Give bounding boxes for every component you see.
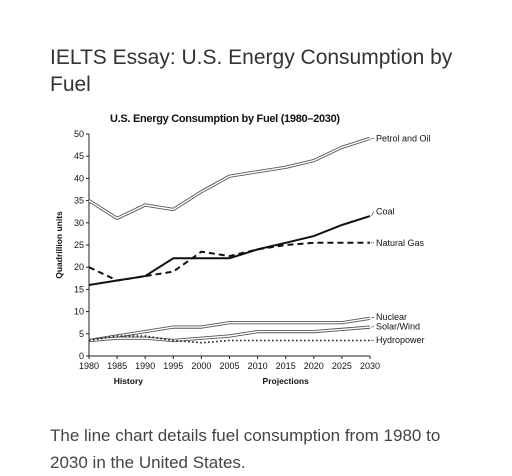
series-label: Natural Gas xyxy=(376,238,425,248)
y-tick-label: 25 xyxy=(74,240,84,250)
series-label: Coal xyxy=(376,207,395,217)
x-tick-label: 1995 xyxy=(163,361,183,371)
history-label: History xyxy=(114,376,144,386)
y-tick-label: 15 xyxy=(74,284,84,294)
y-tick-label: 40 xyxy=(74,173,84,183)
chart: U.S. Energy Consumption by Fuel (1980–20… xyxy=(0,105,512,405)
chart-series-labels: Petrol and Oil Coal Natural Gas NuclearSola… xyxy=(370,133,431,345)
x-tick-label: 2015 xyxy=(276,361,296,371)
series-label: Petrol and Oil xyxy=(376,133,431,143)
y-tick-label: 30 xyxy=(74,218,84,228)
projections-label: Projections xyxy=(263,376,310,386)
y-tick-label: 45 xyxy=(74,151,84,161)
x-tick-label: 2000 xyxy=(191,361,211,371)
x-tick-label: 2025 xyxy=(332,361,352,371)
y-tick-label: 35 xyxy=(74,196,84,206)
series-label: Nuclear xyxy=(376,312,407,322)
series-coal-line xyxy=(88,215,371,286)
y-tick-label: 0 xyxy=(79,351,84,361)
series-nuclear-line xyxy=(88,316,371,343)
chart-caption: The line chart details fuel consumption … xyxy=(50,426,441,472)
series-label-leader xyxy=(370,211,375,217)
y-axis-label: Quadrillion units xyxy=(54,211,64,279)
series-hydropower-line xyxy=(88,335,370,344)
chart-title: U.S. Energy Consumption by Fuel (1980–20… xyxy=(110,113,340,125)
y-tick-label: 5 xyxy=(79,329,84,339)
x-tick-label: 2010 xyxy=(248,361,268,371)
series-label: Hydropower xyxy=(376,335,425,345)
series-petrol-and-oil-line xyxy=(88,136,371,221)
x-tick-label: 1990 xyxy=(135,361,155,371)
y-tick-label: 20 xyxy=(74,262,84,272)
page-title: IELTS Essay: U.S. Energy Consumption by … xyxy=(50,46,453,96)
line-chart: U.S. Energy Consumption by Fuel (1980–20… xyxy=(54,113,431,386)
x-tick-label: 2020 xyxy=(304,361,324,371)
x-tick-label: 2005 xyxy=(219,361,239,371)
series-natural-gas-line xyxy=(88,241,370,282)
y-tick-label: 10 xyxy=(74,307,84,317)
chart-series xyxy=(88,136,371,344)
series-label: Solar/Wind xyxy=(376,322,420,332)
x-tick-label: 1980 xyxy=(79,361,99,371)
x-tick-label: 2030 xyxy=(360,361,380,371)
series-solar-wind-line xyxy=(88,325,371,343)
y-tick-label: 50 xyxy=(74,129,84,139)
series-label-leader xyxy=(370,316,375,319)
x-tick-label: 1985 xyxy=(107,361,127,371)
